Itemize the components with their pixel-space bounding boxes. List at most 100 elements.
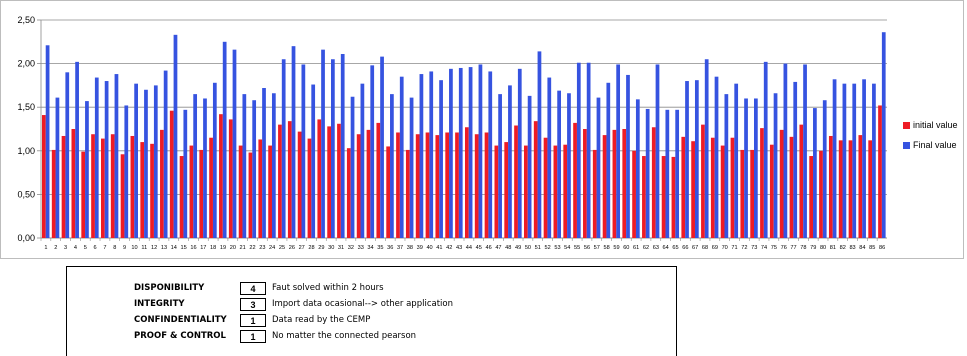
x-tick-label: 72 [741,245,747,251]
chart-legend: initial value Final value [903,118,958,158]
x-tick-label: 77 [790,245,796,251]
bar-initial [140,142,145,238]
bar-initial [799,124,804,238]
bar-final [517,68,522,238]
x-tick-label: 10 [131,245,137,251]
x-tick-label: 29 [318,245,324,251]
x-tick-label: 27 [299,245,305,251]
legend-label-final: Final value [913,140,957,150]
bar-initial [455,132,459,238]
bar-final [763,61,768,238]
bar-initial [179,156,184,238]
bar-final [449,68,453,238]
bar-initial [592,149,597,238]
x-tick-label: 13 [161,245,167,251]
bar-final [321,49,325,239]
bar-initial [425,132,430,238]
x-tick-label: 63 [653,245,659,251]
bar-final [340,54,345,239]
x-tick-label: 64 [663,245,669,251]
x-tick-label: 51 [535,245,541,251]
x-tick-label: 41 [436,245,442,251]
bar-initial [337,123,341,238]
bar-initial [504,142,509,238]
bar-initial [819,150,823,238]
bar-initial [445,132,450,238]
x-tick-label: 16 [190,245,196,251]
bar-initial [297,131,302,238]
bar-final [616,64,621,238]
bar-initial [484,132,489,238]
x-tick-label: 65 [672,245,678,251]
bar-final [212,82,217,238]
criteria-label: PROOF & CONTROL [134,331,226,341]
bar-initial [828,135,833,238]
x-tick-label: 44 [466,245,472,251]
x-tick-label: 22 [249,245,255,251]
bar-final [85,101,89,238]
bar-final [291,46,296,238]
y-tick-label: 1,00 [17,146,35,156]
criteria-label: DISPONIBILITY [134,283,205,293]
x-tick-label: 23 [259,245,265,251]
bar-final [675,109,680,238]
bar-initial [366,129,371,238]
x-tick-label: 31 [338,245,344,251]
x-tick-label: 52 [544,245,550,251]
bar-initial [651,127,656,238]
x-tick-label: 12 [151,245,157,251]
bar-initial [160,129,164,238]
bar-final [527,95,532,238]
x-tick-label: 68 [702,245,708,251]
bar-initial [681,136,686,238]
bar-initial [356,134,361,238]
bar-final [173,34,178,238]
bar-initial [189,145,194,238]
x-tick-label: 40 [426,245,432,251]
criteria-desc: No matter the connected pearson [272,331,417,341]
bar-initial [258,139,263,238]
bar-final [183,109,188,238]
bar-final [350,96,355,239]
y-tick-label: 2,50 [17,15,35,25]
bar-final [75,61,79,238]
x-tick-label: 6 [94,245,97,251]
x-tick-label: 53 [554,245,560,251]
x-tick-label: 21 [240,245,246,251]
bar-initial [287,121,292,238]
x-tick-label: 28 [308,245,314,251]
bar-final [576,62,581,239]
x-tick-label: 9 [123,245,126,251]
bar-final [488,71,493,238]
criteria-label: CONFINDENTIALITY [134,315,227,325]
bar-initial [120,154,125,238]
x-tick-label: 7 [103,245,106,251]
bar-final [271,93,276,238]
bar-initial [474,134,479,238]
bar-final [744,98,748,238]
x-tick-label: 74 [761,245,767,251]
bar-initial [91,134,95,238]
bar-initial [81,151,86,238]
bar-final [104,81,109,238]
bar-final [370,65,375,239]
bar-final [685,81,689,238]
bar-initial [760,128,764,238]
x-tick-label: 60 [623,245,629,251]
bar-final [144,89,148,238]
bar-final [360,83,365,238]
x-tick-label: 49 [515,245,521,251]
y-tick-label: 2,00 [17,59,35,69]
x-tick-label: 1 [44,245,47,251]
bar-final [822,100,827,238]
y-tick-label: 1,50 [17,102,35,112]
x-tick-label: 46 [485,245,491,251]
bar-final [626,74,630,238]
x-tick-label: 84 [859,245,865,251]
criteria-value: 1 [240,314,266,327]
bar-final [478,64,483,238]
x-tick-label: 19 [220,245,226,251]
x-tick-label: 26 [289,245,295,251]
bar-final [458,67,463,239]
bar-initial [268,145,272,238]
